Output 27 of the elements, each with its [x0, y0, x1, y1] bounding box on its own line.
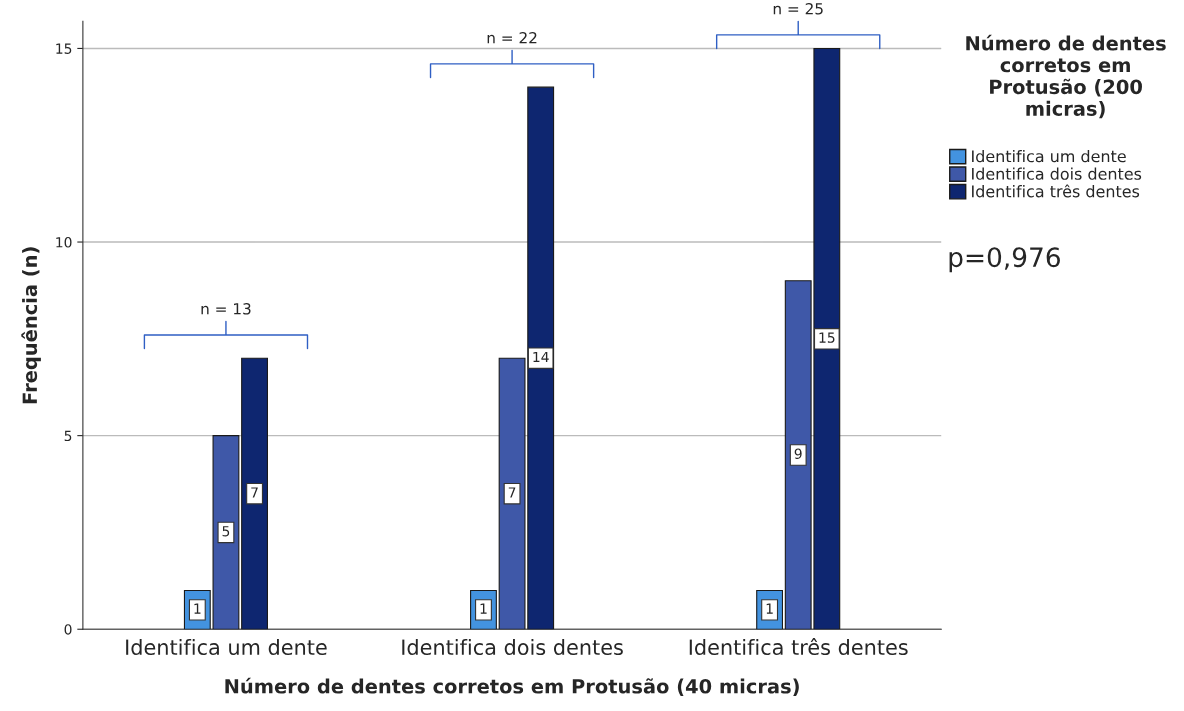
data-label: 9	[794, 448, 802, 460]
legend-label: Identifica um dente	[972, 149, 1126, 163]
text: p=0,976	[949, 247, 1060, 273]
legend-label: Identifica três dentes	[972, 184, 1140, 198]
data-label: 1	[194, 603, 201, 614]
annotation: n = 22	[487, 31, 537, 44]
y-tick-label: 10	[56, 237, 72, 248]
data-label: 1	[766, 603, 773, 614]
data-label: 5	[222, 526, 230, 537]
text: n = 25	[773, 2, 823, 15]
y-tick-label: 5	[64, 430, 72, 442]
x-tick-label: Identifica um dente	[126, 638, 327, 656]
data-label: 14	[533, 351, 549, 363]
y-tick-label: 15	[56, 43, 72, 54]
annotation: n = 13	[201, 303, 251, 315]
data-label: 7	[508, 487, 516, 498]
y-axis-title: Frequência (n)	[21, 247, 41, 404]
x-axis-title: Número de dentes corretos em Protusão (40 micras)	[225, 677, 799, 696]
x-tick-label: Identifica dois dentes	[402, 638, 623, 656]
legend-label: Identifica dois dentes	[972, 167, 1142, 180]
bar	[241, 357, 268, 630]
data-label: 1	[480, 603, 487, 614]
y-tick-label: 0	[64, 624, 72, 635]
data-label: 7	[251, 487, 258, 498]
legend-title: Número de dentes corretos em Protusão (200 micras)	[966, 34, 1166, 119]
x-tick-label: Identifica três dentes	[689, 638, 908, 656]
data-label: 15	[819, 332, 835, 343]
